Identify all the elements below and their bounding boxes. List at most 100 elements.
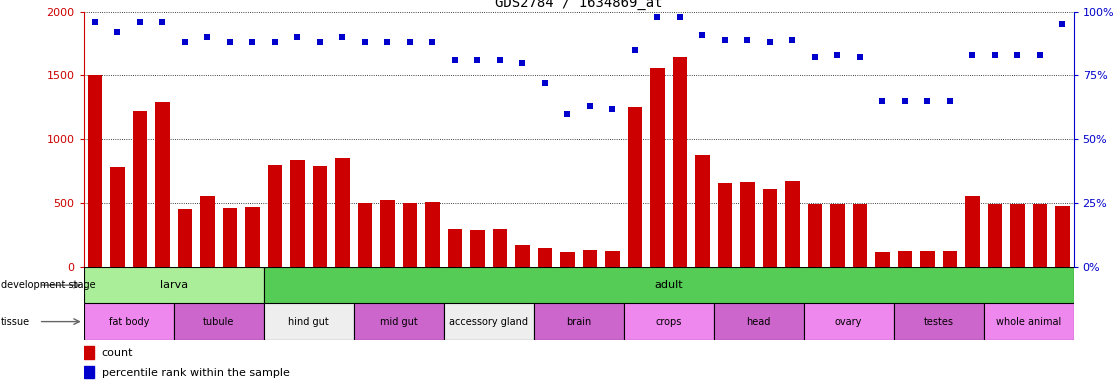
Bar xyxy=(448,228,462,267)
Point xyxy=(1031,52,1049,58)
Bar xyxy=(246,207,260,267)
Bar xyxy=(492,229,507,267)
Bar xyxy=(718,183,732,267)
Point xyxy=(739,36,757,43)
Point xyxy=(221,39,239,45)
Point xyxy=(334,34,352,40)
Point xyxy=(783,36,801,43)
Point xyxy=(761,39,779,45)
Title: GDS2784 / 1634869_at: GDS2784 / 1634869_at xyxy=(494,0,663,10)
Point xyxy=(963,52,981,58)
Bar xyxy=(920,251,935,267)
Bar xyxy=(470,230,484,267)
Text: mid gut: mid gut xyxy=(379,316,417,327)
Point xyxy=(423,39,441,45)
Bar xyxy=(425,202,440,267)
Text: ovary: ovary xyxy=(835,316,863,327)
Bar xyxy=(853,204,867,267)
Point xyxy=(806,55,824,61)
Text: fat body: fat body xyxy=(108,316,148,327)
Bar xyxy=(84,267,263,303)
Text: brain: brain xyxy=(566,316,591,327)
Bar xyxy=(1055,205,1069,267)
Bar xyxy=(673,58,687,267)
Bar xyxy=(624,303,713,340)
Point xyxy=(266,39,283,45)
Bar xyxy=(88,75,103,267)
Point xyxy=(604,106,622,112)
Point xyxy=(941,98,959,104)
Point xyxy=(491,57,509,63)
Text: tubule: tubule xyxy=(203,316,234,327)
Bar xyxy=(560,252,575,267)
Point xyxy=(536,80,554,86)
Bar xyxy=(875,252,889,267)
Point xyxy=(131,19,148,25)
Bar xyxy=(200,196,214,267)
Point xyxy=(985,52,1003,58)
Bar xyxy=(444,303,533,340)
Bar xyxy=(290,160,305,267)
Point xyxy=(401,39,418,45)
Point xyxy=(626,47,644,53)
Bar xyxy=(312,166,327,267)
Text: accessory gland: accessory gland xyxy=(449,316,528,327)
Point xyxy=(558,111,576,117)
Point xyxy=(154,19,172,25)
Point xyxy=(693,31,711,38)
Bar xyxy=(335,158,349,267)
Point xyxy=(311,39,329,45)
Point xyxy=(671,13,689,20)
Text: adult: adult xyxy=(654,280,683,290)
Bar xyxy=(533,303,624,340)
Point xyxy=(581,103,599,109)
Text: testes: testes xyxy=(924,316,953,327)
Point xyxy=(648,13,666,20)
Bar xyxy=(897,251,912,267)
Bar xyxy=(627,107,642,267)
Bar xyxy=(222,208,238,267)
Bar xyxy=(110,167,125,267)
Point xyxy=(1054,21,1071,27)
Bar xyxy=(516,245,530,267)
Point xyxy=(874,98,892,104)
Point xyxy=(378,39,396,45)
Text: hind gut: hind gut xyxy=(288,316,329,327)
Text: head: head xyxy=(747,316,771,327)
Point xyxy=(243,39,261,45)
Bar xyxy=(538,248,552,267)
Bar xyxy=(263,267,1074,303)
Bar xyxy=(785,181,800,267)
Point xyxy=(176,39,194,45)
Bar xyxy=(988,204,1002,267)
Point xyxy=(513,60,531,66)
Bar xyxy=(381,200,395,267)
Bar xyxy=(695,155,710,267)
Bar xyxy=(155,101,170,267)
Bar xyxy=(762,189,777,267)
Point xyxy=(108,29,126,35)
Bar xyxy=(804,303,894,340)
Bar xyxy=(830,204,845,267)
Point xyxy=(896,98,914,104)
Bar xyxy=(983,303,1074,340)
Bar xyxy=(965,196,980,267)
Bar xyxy=(1010,204,1024,267)
Bar xyxy=(583,250,597,267)
Bar xyxy=(177,209,192,267)
Bar xyxy=(808,204,822,267)
Point xyxy=(289,34,307,40)
Bar xyxy=(651,68,665,267)
Point xyxy=(1009,52,1027,58)
Text: development stage: development stage xyxy=(1,280,96,290)
Text: tissue: tissue xyxy=(1,316,30,327)
Bar xyxy=(268,165,282,267)
Bar xyxy=(84,366,94,379)
Bar xyxy=(1032,204,1047,267)
Point xyxy=(469,57,487,63)
Point xyxy=(850,55,868,61)
Bar xyxy=(133,111,147,267)
Bar xyxy=(943,251,958,267)
Bar xyxy=(740,182,754,267)
Bar xyxy=(354,303,444,340)
